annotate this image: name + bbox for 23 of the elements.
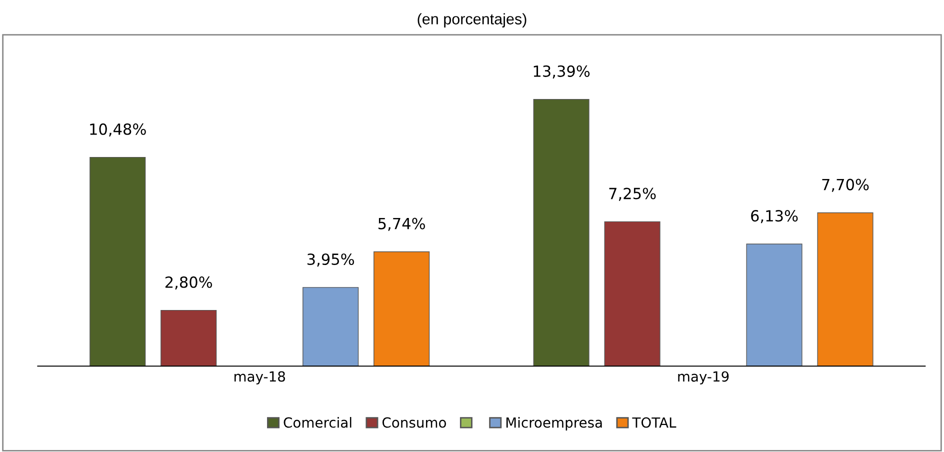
bar (374, 251, 430, 366)
bar (604, 221, 660, 366)
data-label: 10,48% (90, 123, 146, 136)
legend-label: Consumo (382, 417, 446, 428)
data-label: 3,95% (307, 253, 354, 267)
legend-label: Comercial (284, 417, 352, 428)
data-label: 5,74% (378, 218, 425, 231)
data-label: 13,39% (534, 65, 590, 79)
data-label: 7,70% (822, 178, 869, 192)
x-tick-label: may-18 (234, 371, 285, 384)
bar (160, 310, 217, 366)
bar (533, 99, 590, 366)
data-label: 7,25% (609, 188, 656, 201)
chart-title: (en porcentajes) (418, 13, 526, 28)
bar (746, 244, 802, 366)
bar (817, 212, 874, 366)
bar (302, 287, 359, 366)
legend-label: Microempresa (506, 417, 602, 430)
legend-label: TOTAL (632, 417, 676, 428)
x-tick-label: may-19 (678, 371, 729, 384)
bar (90, 156, 146, 366)
data-label: 2,80% (165, 276, 212, 290)
data-label: 6,13% (751, 210, 798, 224)
